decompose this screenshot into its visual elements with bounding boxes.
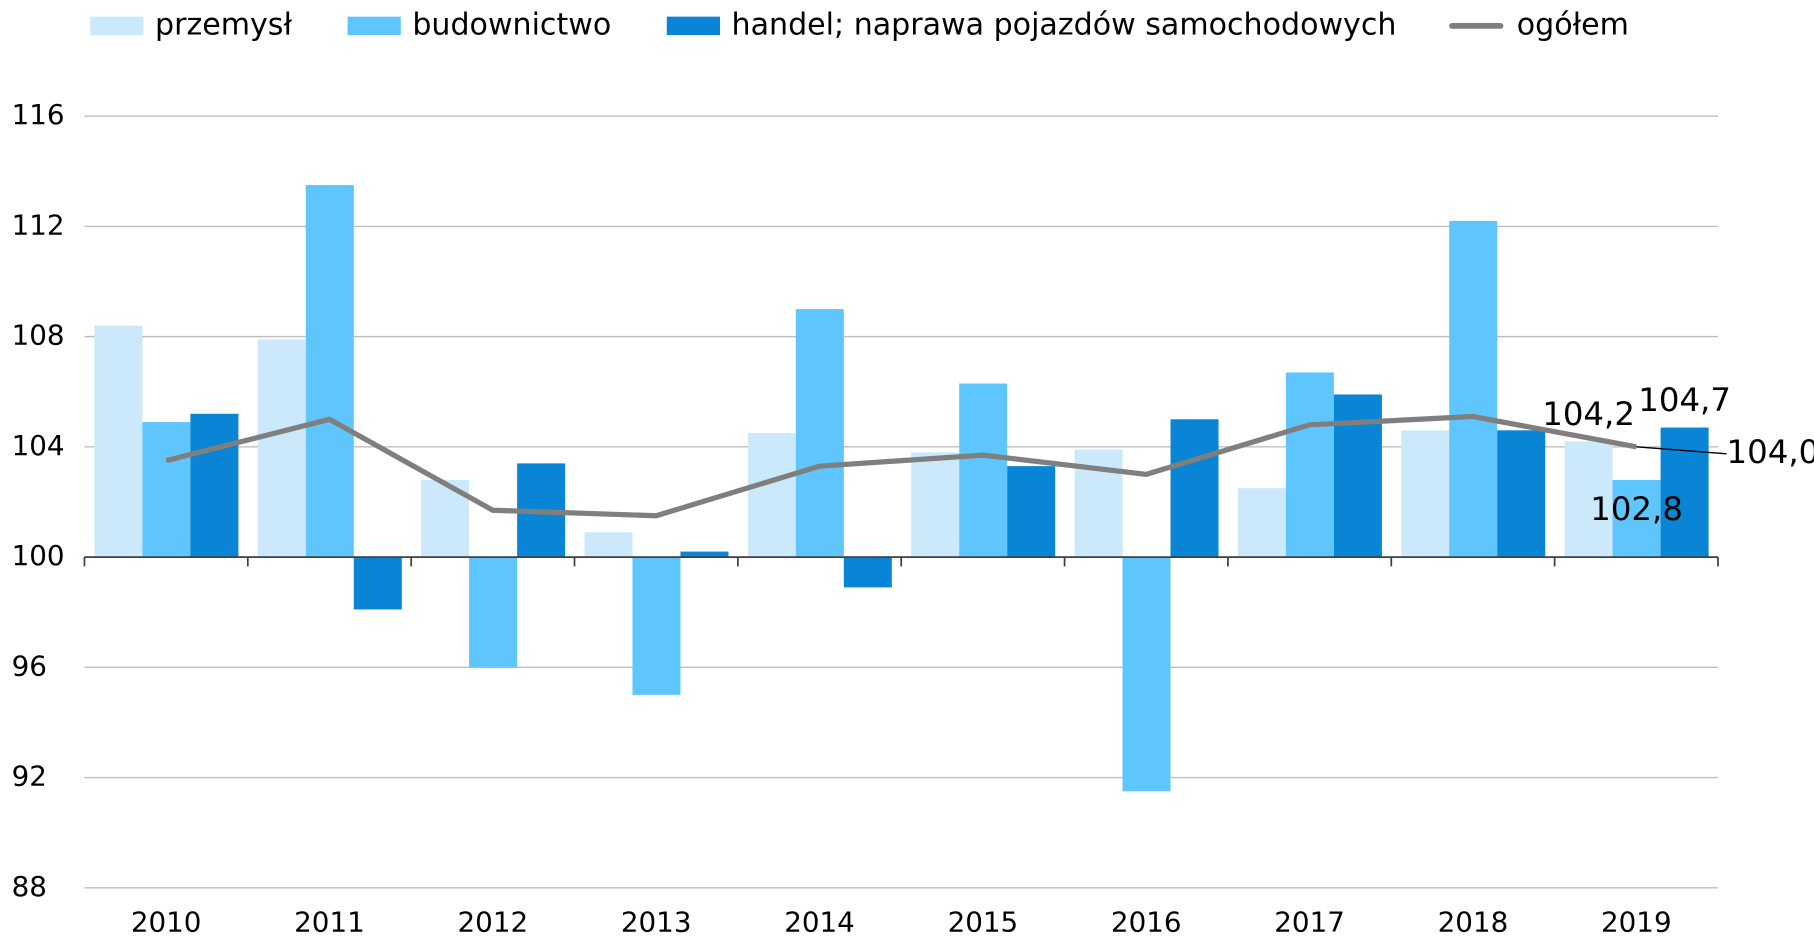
bar (190, 413, 239, 558)
y-tick-label: 88 (12, 870, 47, 903)
bar (1612, 479, 1661, 558)
bar (1122, 557, 1171, 792)
y-tick-label: 92 (12, 760, 47, 793)
legend-label: ogółem (1517, 7, 1629, 42)
legend-swatch (347, 16, 401, 36)
bar (1170, 419, 1219, 558)
bar (1564, 441, 1613, 558)
bar (1285, 372, 1334, 558)
bar (843, 557, 892, 588)
x-tick-label: 2015 (948, 906, 1019, 938)
bar (1497, 430, 1546, 558)
bar (94, 325, 143, 558)
bar (1333, 394, 1382, 558)
bar (142, 422, 191, 558)
legend-label: przemysł (155, 7, 292, 42)
bar (1449, 220, 1498, 558)
x-tick-label: 2012 (458, 906, 529, 938)
data-label: 104,2 (1542, 395, 1635, 433)
leader-line (1636, 446, 1727, 455)
x-tick-label: 2016 (1111, 906, 1182, 938)
bar (1007, 466, 1056, 558)
bar (1237, 488, 1286, 558)
legend-swatch (90, 16, 144, 36)
data-label: 104,7 (1638, 381, 1731, 419)
legend-label: budownictwo (412, 7, 611, 42)
x-tick-label: 2013 (621, 906, 692, 938)
x-tick-label: 2011 (294, 906, 365, 938)
y-tick-label: 112 (12, 208, 65, 241)
bar (1401, 430, 1450, 558)
data-label: 102,8 (1590, 490, 1683, 528)
bar (795, 309, 844, 558)
bar (747, 433, 796, 558)
x-tick-label: 2010 (131, 906, 202, 938)
legend-label: handel; naprawa pojazdów samochodowych (732, 7, 1397, 42)
bar (305, 185, 354, 558)
legend-swatch (666, 16, 720, 36)
x-tick-label: 2019 (1601, 906, 1672, 938)
bar (632, 557, 681, 695)
bar (584, 532, 633, 558)
x-tick-label: 2018 (1438, 906, 1509, 938)
x-tick-label: 2017 (1274, 906, 1345, 938)
bar (469, 557, 518, 668)
y-tick-label: 96 (12, 649, 47, 682)
data-label: 104,0 (1727, 433, 1814, 471)
y-tick-label: 116 (12, 98, 65, 131)
y-tick-label: 100 (12, 539, 65, 572)
x-tick-label: 2014 (784, 906, 855, 938)
y-tick-label: 104 (12, 429, 65, 462)
bar (680, 551, 729, 558)
bar (911, 452, 960, 558)
line (165, 413, 1637, 519)
bar (353, 557, 402, 610)
bar (959, 383, 1008, 558)
bar (257, 339, 306, 558)
y-tick-label: 108 (12, 319, 65, 352)
